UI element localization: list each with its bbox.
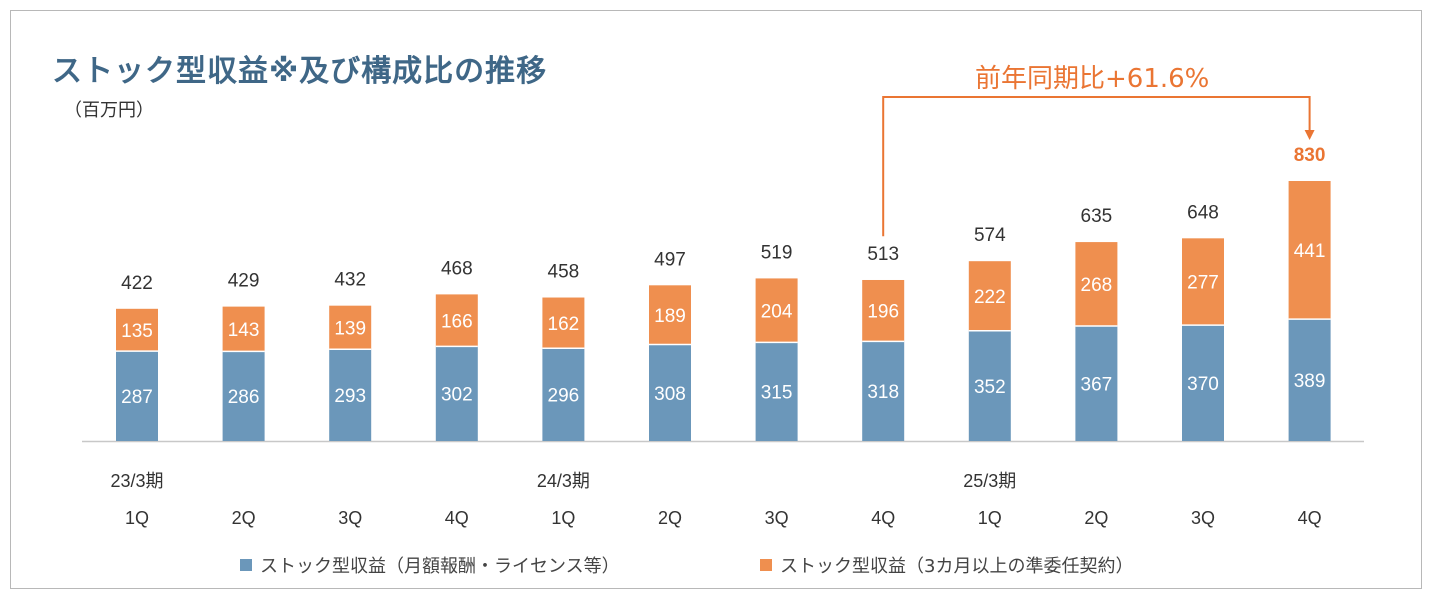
data-label-contract: 222 (974, 287, 1006, 308)
x-tick-label: 3Q (1191, 508, 1215, 528)
data-label-total: 429 (228, 271, 260, 292)
data-label-contract: 162 (548, 314, 580, 335)
bar-segment-contract (435, 294, 478, 347)
yoy-arrow-head (1304, 130, 1315, 140)
fiscal-year-label: 25/3期 (963, 471, 1016, 491)
bar-segment-contract (968, 261, 1011, 331)
bar-segment-monthly (968, 330, 1011, 441)
data-label-total: 648 (1187, 202, 1219, 223)
data-label-total: 432 (334, 270, 366, 291)
data-label-total: 458 (548, 262, 580, 283)
bar-segment-monthly (649, 344, 691, 441)
data-label-monthly: 389 (1294, 371, 1326, 392)
data-label-monthly: 287 (121, 387, 153, 408)
bar-segment-monthly (1075, 326, 1118, 441)
data-label-total: 830 (1294, 145, 1326, 166)
yoy-bracket-line (882, 96, 1311, 237)
data-label-total: 497 (654, 249, 686, 270)
yoy-growth-label: 前年同期比+61.6% (975, 64, 1210, 94)
bar-segment-monthly (542, 348, 585, 441)
fiscal-year-label: 24/3期 (537, 471, 590, 491)
data-label-monthly: 352 (974, 377, 1006, 398)
bar-segment-monthly (222, 351, 265, 441)
data-label-contract: 268 (1081, 275, 1113, 296)
x-tick-label: 1Q (978, 508, 1002, 528)
x-tick-label: 2Q (658, 508, 682, 528)
data-label-total: 422 (121, 273, 153, 294)
data-label-contract: 441 (1294, 241, 1326, 262)
data-label-total: 468 (441, 258, 473, 279)
legend-label-monthly: ストック型収益（月額報酬・ライセンス等） (260, 556, 620, 577)
legend-item-contract: ストック型収益（3カ月以上の準委任契約） (760, 552, 1133, 578)
data-label-total: 574 (974, 225, 1006, 246)
data-label-contract: 204 (761, 301, 793, 322)
x-tick-label: 1Q (551, 508, 575, 528)
bar-segment-contract (329, 305, 372, 350)
data-label-monthly: 370 (1187, 374, 1219, 395)
bar-segment-contract (1288, 181, 1331, 320)
data-label-monthly: 367 (1081, 375, 1113, 396)
bar-segment-monthly (1288, 319, 1331, 441)
x-tick-label: 3Q (765, 508, 789, 528)
fiscal-year-label: 23/3期 (110, 471, 163, 491)
data-label-monthly: 308 (654, 384, 686, 405)
data-label-total: 635 (1081, 206, 1113, 227)
data-label-monthly: 315 (761, 383, 793, 404)
data-label-contract: 143 (228, 320, 260, 341)
bar-segment-contract (116, 308, 158, 352)
data-label-contract: 196 (867, 302, 899, 323)
data-label-monthly: 302 (441, 385, 473, 406)
bar-segment-contract (755, 278, 798, 343)
legend-label-contract: ストック型収益（3カ月以上の準委任契約） (780, 556, 1134, 577)
data-label-monthly: 296 (548, 386, 580, 407)
legend-item-monthly: ストック型収益（月額報酬・ライセンス等） (240, 552, 620, 578)
data-label-monthly: 293 (334, 386, 366, 407)
bar-segment-contract (649, 285, 691, 345)
x-tick-label: 2Q (1084, 508, 1108, 528)
chart-title: ストック型収益※及び構成比の推移 (52, 54, 548, 89)
bar-segment-monthly (435, 346, 478, 441)
x-tick-label: 3Q (338, 508, 362, 528)
bar-segment-contract (222, 306, 265, 352)
x-tick-label: 4Q (871, 508, 895, 528)
bar-segment-monthly (329, 349, 372, 441)
bar-segment-contract (862, 279, 905, 342)
x-tick-label: 2Q (232, 508, 256, 528)
bar-segment-monthly (862, 341, 905, 441)
data-label-contract: 166 (441, 311, 473, 332)
bar-segment-monthly (116, 351, 158, 441)
unit-label: （百万円） (64, 100, 154, 121)
x-tick-label: 1Q (125, 508, 149, 528)
bar-segment-contract (1182, 238, 1224, 326)
data-label-contract: 135 (121, 321, 153, 342)
legend-swatch-contract (760, 559, 772, 571)
bar-segment-contract (1075, 242, 1118, 327)
x-tick-label: 4Q (1298, 508, 1322, 528)
bar-segment-monthly (1182, 325, 1224, 441)
data-label-total: 519 (761, 242, 793, 263)
data-label-contract: 189 (654, 306, 686, 327)
data-label-contract: 139 (334, 318, 366, 339)
data-label-contract: 277 (1187, 273, 1219, 294)
data-label-monthly: 318 (867, 382, 899, 403)
legend-swatch-monthly (240, 559, 252, 571)
x-tick-label: 4Q (445, 508, 469, 528)
bar-segment-contract (542, 297, 585, 349)
data-label-total: 513 (867, 244, 899, 265)
data-label-monthly: 286 (228, 387, 260, 408)
bar-segment-monthly (755, 342, 798, 441)
